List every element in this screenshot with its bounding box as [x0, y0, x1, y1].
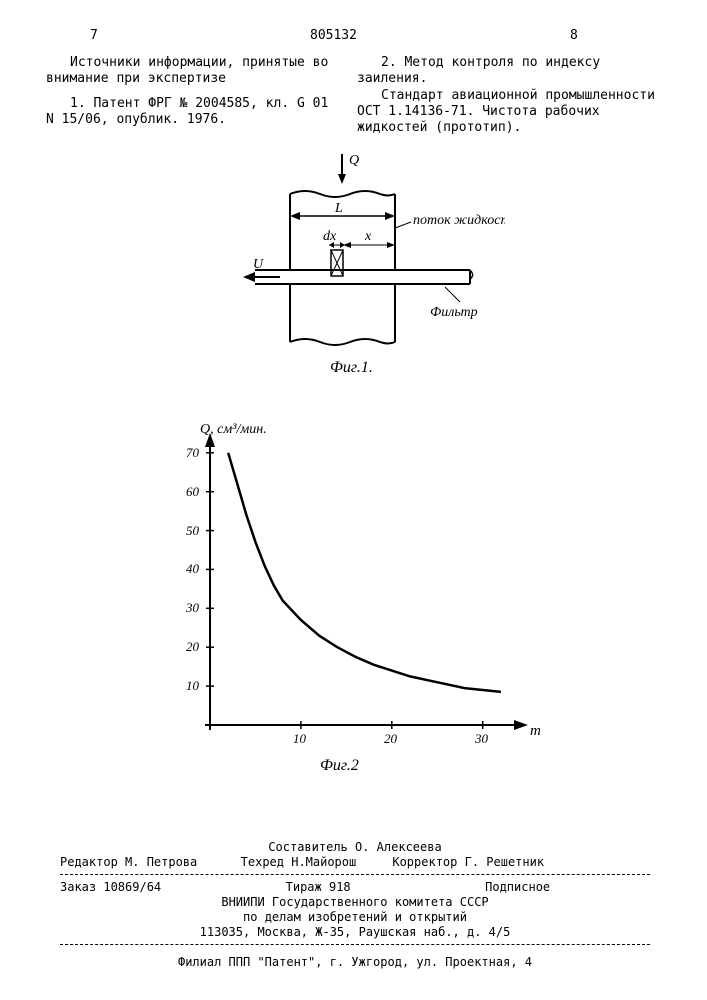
fig1-label-filter: Фильтр — [430, 305, 478, 320]
left-column: Источники информации, принятые во вниман… — [46, 55, 341, 128]
footer-tech: Техред Н.Майорош — [241, 855, 357, 869]
footer-filial: Филиал ППП "Патент", г. Ужгород, ул. Про… — [60, 955, 650, 969]
fig2-ytick-20: 20 — [186, 639, 200, 654]
footer-divider-1 — [60, 874, 650, 875]
footer-row-order: Заказ 10869/64 Тираж 918 Подписное — [60, 880, 650, 894]
sources-heading: Источники информации, принятые во вниман… — [46, 55, 341, 88]
footer-editor: Редактор М. Петрова — [60, 855, 197, 869]
reference-1: 1. Патент ФРГ № 2004585, кл. G 01 N 15/0… — [46, 96, 341, 129]
fig2-y-label: Q, см³/мин. — [200, 422, 267, 437]
fig1-label-q: Q — [349, 153, 359, 168]
fig1-caption: Фиг.1. — [330, 359, 373, 376]
footer-divider-2 — [60, 944, 650, 945]
fig2-ytick-70: 70 — [186, 445, 200, 460]
fig1-label-x: x — [364, 229, 372, 244]
footer-order: Заказ 10869/64 — [60, 880, 161, 894]
document-number: 805132 — [310, 28, 357, 43]
fig2-xtick-10: 10 — [293, 731, 307, 746]
reference-2b: Стандарт авиационной промышленности ОСТ … — [357, 88, 657, 137]
figure-1: Q L поток жидкости — [235, 150, 505, 380]
footer-org1: ВНИИПИ Государственного комитета СССР — [60, 895, 650, 909]
fig1-label-l: L — [334, 201, 343, 216]
fig2-caption: Фиг.2 — [320, 757, 359, 774]
footer-row-editors: Редактор М. Петрова Техред Н.Майорош Кор… — [60, 855, 650, 869]
figure-2: Q, см³/мин. m 10 20 30 40 50 60 70 — [150, 415, 550, 785]
reference-2a: 2. Метод контроля по индексу заиления. — [357, 55, 657, 88]
figure-1-svg: Q L поток жидкости — [235, 150, 505, 380]
fig2-ytick-40: 40 — [186, 561, 200, 576]
fig2-xtick-30: 30 — [474, 731, 489, 746]
page: 7 805132 8 Источники информации, приняты… — [0, 0, 707, 1000]
fig2-ytick-50: 50 — [186, 523, 200, 538]
footer-tirage: Тираж 918 — [286, 880, 351, 894]
column-number-right: 8 — [570, 28, 578, 43]
figure-2-svg: Q, см³/мин. m 10 20 30 40 50 60 70 — [150, 415, 550, 785]
footer-org2: по делам изобретений и открытий — [60, 910, 650, 924]
footer-compiler: Составитель О. Алексеева — [60, 840, 650, 854]
right-column: 2. Метод контроля по индексу заиления. С… — [357, 55, 657, 136]
fig1-label-flow: поток жидкости — [413, 213, 505, 228]
fig2-curve — [228, 453, 501, 692]
fig2-xtick-20: 20 — [384, 731, 398, 746]
footer-corrector: Корректор Г. Решетник — [392, 855, 544, 869]
footer-addr1: 113035, Москва, Ж-35, Раушская наб., д. … — [60, 925, 650, 939]
fig1-label-u: U — [253, 257, 264, 272]
fig2-x-label: m — [530, 723, 541, 739]
footer-subscription: Подписное — [485, 880, 550, 894]
fig2-ytick-10: 10 — [186, 678, 200, 693]
column-number-left: 7 — [90, 28, 98, 43]
fig2-ytick-30: 30 — [185, 600, 200, 615]
fig2-ytick-60: 60 — [186, 484, 200, 499]
fig1-label-dx: dx — [323, 229, 337, 244]
